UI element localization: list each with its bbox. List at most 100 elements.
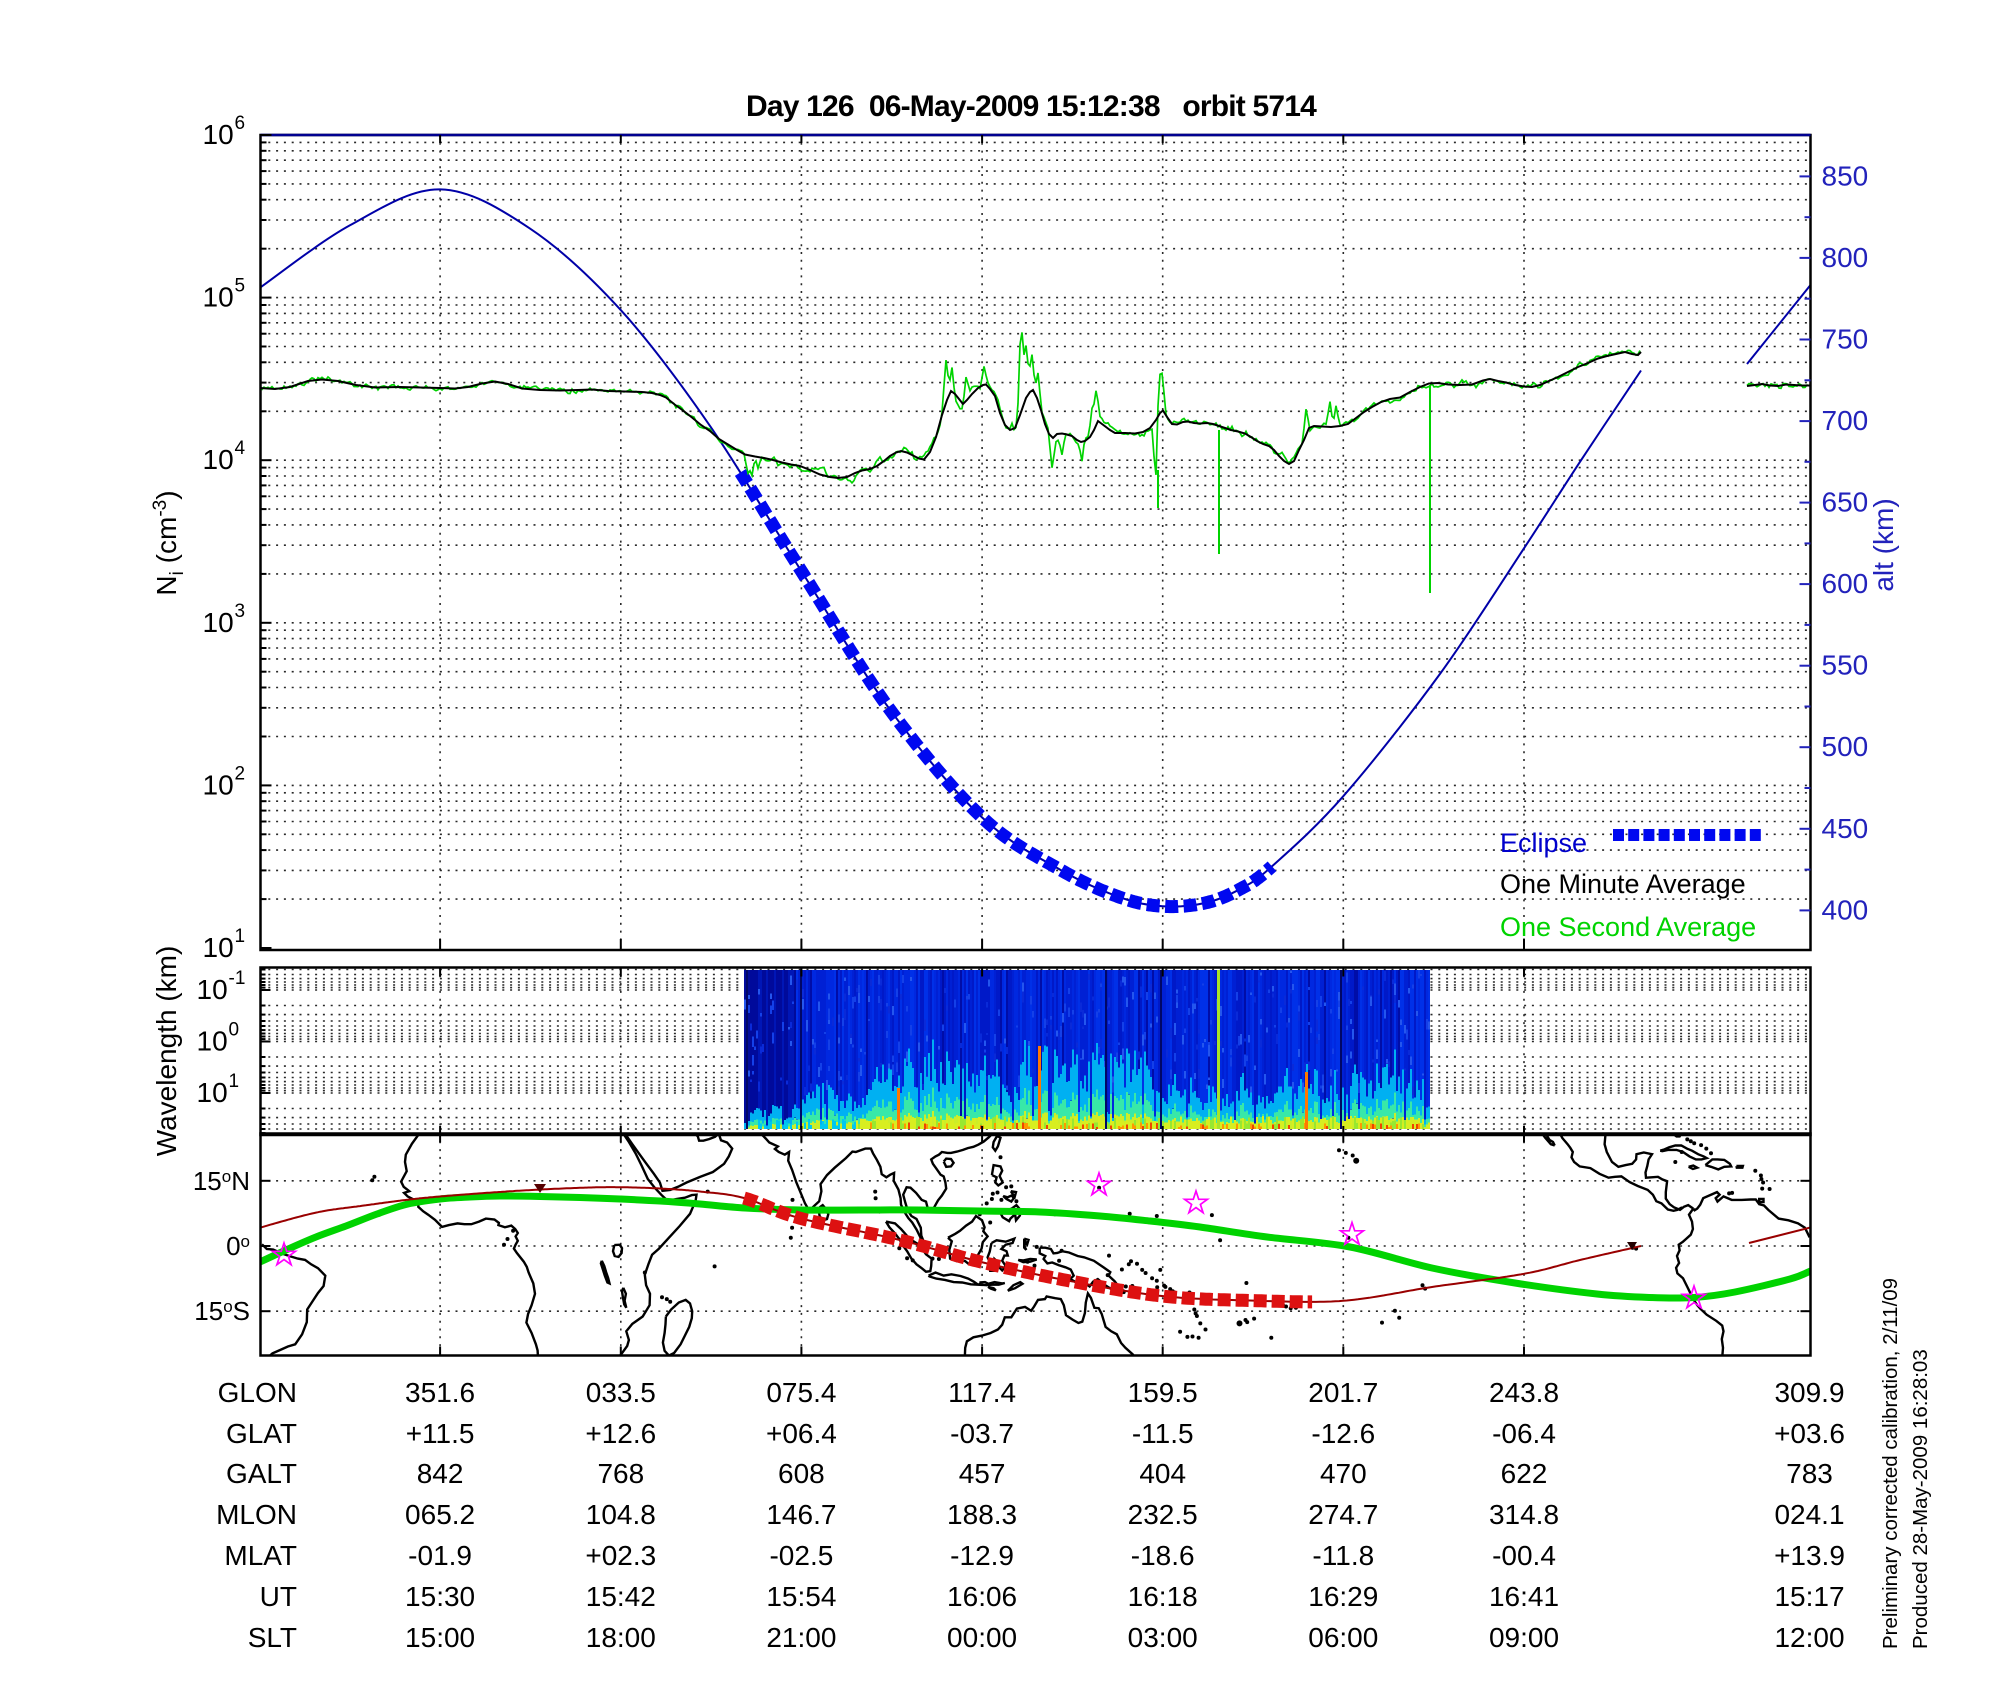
- svg-text:GALT: GALT: [226, 1458, 297, 1489]
- svg-text:314.8: 314.8: [1489, 1499, 1559, 1530]
- svg-text:800: 800: [1822, 242, 1869, 273]
- svg-text:16:18: 16:18: [1128, 1581, 1198, 1612]
- svg-text:188.3: 188.3: [947, 1499, 1017, 1530]
- svg-text:201.7: 201.7: [1308, 1377, 1378, 1408]
- svg-text:500: 500: [1822, 731, 1869, 762]
- svg-text:15:00: 15:00: [405, 1622, 475, 1653]
- svg-text:608: 608: [778, 1458, 825, 1489]
- svg-text:alt (km): alt (km): [1868, 498, 1899, 591]
- svg-text:309.9: 309.9: [1774, 1377, 1844, 1408]
- svg-text:03:00: 03:00: [1128, 1622, 1198, 1653]
- svg-text:550: 550: [1822, 650, 1869, 681]
- svg-text:10: 10: [203, 607, 234, 638]
- svg-text:850: 850: [1822, 160, 1869, 191]
- svg-text:243.8: 243.8: [1489, 1377, 1559, 1408]
- svg-text:Preliminary corrected calibrat: Preliminary corrected calibration, 2/11/…: [1879, 1278, 1902, 1649]
- svg-text:783: 783: [1786, 1458, 1833, 1489]
- svg-text:+12.6: +12.6: [585, 1418, 656, 1449]
- svg-text:5: 5: [235, 276, 246, 297]
- svg-text:117.4: 117.4: [948, 1377, 1016, 1408]
- svg-text:10: 10: [203, 119, 234, 150]
- svg-text:15oS: 15oS: [194, 1296, 250, 1326]
- svg-text:16:29: 16:29: [1308, 1581, 1378, 1612]
- svg-text:6: 6: [235, 113, 246, 134]
- svg-text:+13.9: +13.9: [1774, 1540, 1845, 1571]
- svg-text:4: 4: [235, 438, 246, 459]
- svg-text:404: 404: [1139, 1458, 1186, 1489]
- svg-text:768: 768: [597, 1458, 644, 1489]
- svg-text:-1: -1: [229, 968, 246, 989]
- svg-text:GLON: GLON: [218, 1377, 297, 1408]
- svg-text:842: 842: [417, 1458, 464, 1489]
- svg-text:+11.5: +11.5: [406, 1418, 475, 1449]
- svg-text:15:17: 15:17: [1774, 1581, 1844, 1612]
- svg-text:146.7: 146.7: [766, 1499, 836, 1530]
- svg-text:10: 10: [197, 1026, 228, 1057]
- svg-text:10: 10: [203, 444, 234, 475]
- svg-text:Produced 28-May-2009 16:28:03: Produced 28-May-2009 16:28:03: [1909, 1349, 1932, 1649]
- svg-text:0: 0: [229, 1020, 240, 1041]
- svg-text:075.4: 075.4: [766, 1377, 836, 1408]
- svg-text:-06.4: -06.4: [1492, 1418, 1556, 1449]
- svg-text:-11.8: -11.8: [1312, 1540, 1374, 1571]
- svg-text:-00.4: -00.4: [1492, 1540, 1556, 1571]
- svg-text:1: 1: [235, 926, 246, 947]
- svg-text:622: 622: [1501, 1458, 1548, 1489]
- svg-text:+03.6: +03.6: [1774, 1418, 1845, 1449]
- svg-text:15oN: 15oN: [193, 1166, 250, 1196]
- svg-text:One Minute Average: One Minute Average: [1500, 869, 1746, 899]
- svg-text:2: 2: [235, 763, 246, 784]
- svg-text:10: 10: [197, 1077, 228, 1108]
- svg-text:15:30: 15:30: [405, 1581, 475, 1612]
- svg-text:-03.7: -03.7: [950, 1418, 1014, 1449]
- svg-text:15:54: 15:54: [766, 1581, 836, 1612]
- svg-text:09:00: 09:00: [1489, 1622, 1559, 1653]
- svg-text:Day 126 06-May-2009 15:12:38: Day 126 06-May-2009 15:12:38 orbit 5714: [746, 90, 1317, 123]
- svg-text:+02.3: +02.3: [585, 1540, 656, 1571]
- svg-text:065.2: 065.2: [405, 1499, 475, 1530]
- svg-text:3: 3: [235, 601, 246, 622]
- svg-text:159.5: 159.5: [1128, 1377, 1198, 1408]
- svg-text:10: 10: [203, 932, 234, 963]
- svg-text:10: 10: [203, 282, 234, 313]
- svg-text:MLON: MLON: [216, 1499, 297, 1530]
- svg-text:MLAT: MLAT: [224, 1540, 297, 1571]
- svg-text:-11.5: -11.5: [1132, 1418, 1194, 1449]
- svg-text:06:00: 06:00: [1308, 1622, 1378, 1653]
- svg-text:-12.9: -12.9: [950, 1540, 1014, 1571]
- svg-text:457: 457: [959, 1458, 1006, 1489]
- svg-text:450: 450: [1822, 813, 1869, 844]
- svg-text:00:00: 00:00: [947, 1622, 1017, 1653]
- svg-text:-18.6: -18.6: [1131, 1540, 1195, 1571]
- svg-text:104.8: 104.8: [586, 1499, 656, 1530]
- svg-text:GLAT: GLAT: [226, 1418, 297, 1449]
- svg-text:274.7: 274.7: [1308, 1499, 1378, 1530]
- svg-text:+06.4: +06.4: [766, 1418, 837, 1449]
- svg-text:16:41: 16:41: [1489, 1581, 1559, 1612]
- svg-text:232.5: 232.5: [1128, 1499, 1198, 1530]
- svg-text:400: 400: [1822, 894, 1869, 925]
- svg-text:10: 10: [203, 769, 234, 800]
- svg-text:1: 1: [229, 1071, 240, 1092]
- svg-text:10: 10: [197, 974, 228, 1005]
- svg-text:024.1: 024.1: [1774, 1499, 1844, 1530]
- svg-text:21:00: 21:00: [766, 1622, 836, 1653]
- svg-text:SLT: SLT: [248, 1622, 297, 1653]
- svg-text:UT: UT: [260, 1581, 297, 1612]
- svg-text:One Second Average: One Second Average: [1500, 912, 1756, 942]
- svg-text:750: 750: [1822, 324, 1869, 355]
- svg-text:12:00: 12:00: [1774, 1622, 1844, 1653]
- svg-text:600: 600: [1822, 568, 1869, 599]
- svg-text:-02.5: -02.5: [769, 1540, 833, 1571]
- svg-text:-12.6: -12.6: [1311, 1418, 1375, 1449]
- svg-text:16:06: 16:06: [947, 1581, 1017, 1612]
- svg-text:650: 650: [1822, 487, 1869, 518]
- svg-text:700: 700: [1822, 405, 1869, 436]
- svg-text:033.5: 033.5: [586, 1377, 656, 1408]
- svg-text:470: 470: [1320, 1458, 1367, 1489]
- svg-text:Eclipse: Eclipse: [1500, 828, 1587, 858]
- svg-text:15:42: 15:42: [586, 1581, 656, 1612]
- svg-text:18:00: 18:00: [586, 1622, 656, 1653]
- svg-text:351.6: 351.6: [405, 1377, 475, 1408]
- svg-text:-01.9: -01.9: [408, 1540, 472, 1571]
